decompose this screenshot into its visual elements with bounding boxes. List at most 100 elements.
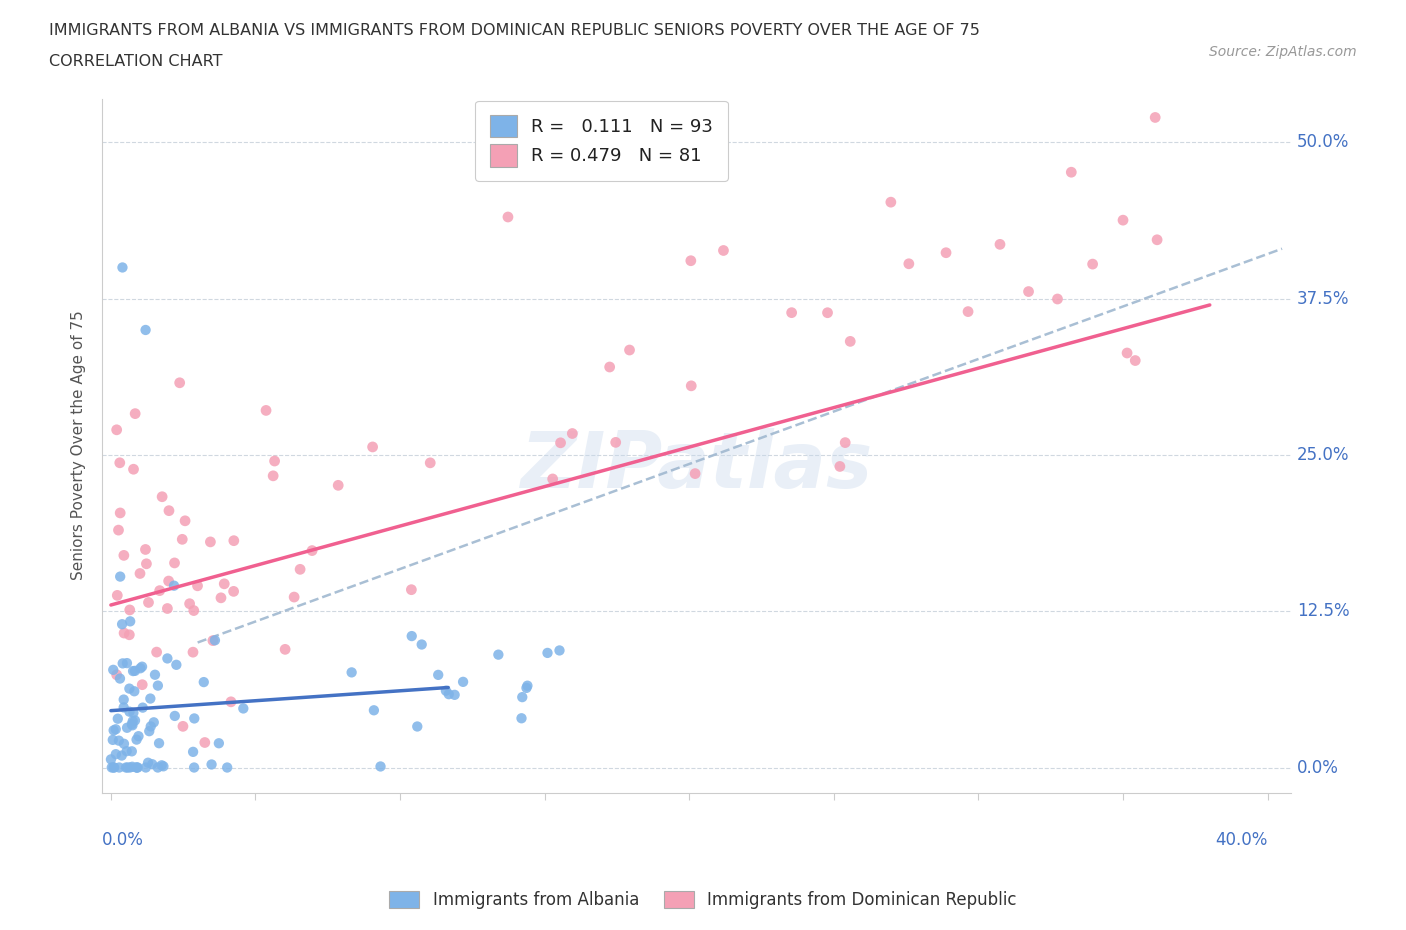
Point	[186, 578, 208, 593]
Point	[131, 677, 153, 692]
Point	[363, 703, 385, 718]
Point	[125, 760, 148, 775]
Point	[118, 704, 141, 719]
Point	[897, 257, 920, 272]
Point	[139, 691, 162, 706]
Point	[103, 760, 125, 775]
Point	[145, 644, 167, 659]
Point	[127, 760, 149, 775]
Point	[183, 604, 205, 618]
Point	[183, 760, 205, 775]
Point	[679, 253, 702, 268]
Point	[150, 758, 173, 773]
Point	[149, 583, 172, 598]
Point	[254, 403, 277, 418]
Point	[111, 656, 134, 671]
Point	[957, 304, 980, 319]
Point	[156, 651, 179, 666]
Point	[217, 760, 239, 775]
Point	[834, 435, 856, 450]
Point	[427, 668, 450, 683]
Text: CORRELATION CHART: CORRELATION CHART	[49, 54, 222, 69]
Point	[104, 722, 127, 737]
Point	[451, 674, 474, 689]
Point	[219, 695, 242, 710]
Point	[183, 711, 205, 726]
Point	[136, 755, 159, 770]
Point	[880, 194, 903, 209]
Point	[124, 684, 146, 698]
Point	[124, 406, 146, 421]
Point	[101, 733, 124, 748]
Point	[510, 711, 533, 725]
Point	[443, 687, 465, 702]
Point	[124, 713, 146, 728]
Point	[115, 744, 138, 759]
Text: 0.0%: 0.0%	[1296, 759, 1339, 777]
Point	[935, 246, 957, 260]
Point	[163, 555, 186, 570]
Point	[204, 632, 226, 647]
Point	[370, 759, 392, 774]
Point	[112, 692, 135, 707]
Point	[515, 681, 537, 696]
Point	[121, 717, 143, 732]
Point	[361, 440, 384, 455]
Point	[1060, 165, 1083, 179]
Text: 25.0%: 25.0%	[1296, 446, 1350, 464]
Point	[179, 596, 201, 611]
Point	[288, 562, 311, 577]
Point	[122, 705, 145, 720]
Point	[1018, 285, 1040, 299]
Text: IMMIGRANTS FROM ALBANIA VS IMMIGRANTS FROM DOMINICAN REPUBLIC SENIORS POVERTY OV: IMMIGRANTS FROM ALBANIA VS IMMIGRANTS FR…	[49, 23, 980, 38]
Point	[157, 503, 180, 518]
Point	[541, 472, 564, 486]
Point	[550, 435, 572, 450]
Legend: R =   0.111   N = 93, R = 0.479   N = 81: R = 0.111 N = 93, R = 0.479 N = 81	[475, 100, 727, 181]
Point	[274, 642, 297, 657]
Point	[125, 732, 148, 747]
Point	[108, 733, 131, 748]
Point	[437, 686, 460, 701]
Point	[174, 513, 197, 528]
Point	[681, 379, 703, 393]
Point	[232, 701, 254, 716]
Point	[340, 665, 363, 680]
Point	[121, 744, 143, 759]
Point	[839, 334, 862, 349]
Point	[172, 532, 194, 547]
Point	[1144, 110, 1167, 125]
Text: 0.0%: 0.0%	[103, 830, 143, 849]
Point	[111, 748, 134, 763]
Point	[1116, 346, 1139, 361]
Point	[132, 700, 155, 715]
Point	[107, 711, 129, 726]
Y-axis label: Seniors Poverty Over the Age of 75: Seniors Poverty Over the Age of 75	[72, 311, 86, 580]
Point	[328, 478, 350, 493]
Point	[200, 535, 222, 550]
Point	[121, 713, 143, 728]
Point	[411, 637, 433, 652]
Point	[486, 647, 509, 662]
Point	[139, 719, 162, 734]
Point	[121, 718, 143, 733]
Point	[118, 681, 141, 696]
Point	[100, 752, 122, 767]
Point	[262, 469, 284, 484]
Point	[222, 533, 245, 548]
Point	[419, 456, 441, 471]
Point	[124, 663, 146, 678]
Point	[105, 588, 128, 603]
Point	[103, 760, 125, 775]
Point	[141, 757, 163, 772]
Point	[115, 760, 138, 775]
Point	[561, 426, 583, 441]
Point	[129, 661, 152, 676]
Point	[111, 260, 134, 275]
Point	[127, 729, 149, 744]
Point	[181, 744, 204, 759]
Point	[828, 459, 851, 474]
Point	[118, 628, 141, 643]
Text: Source: ZipAtlas.com: Source: ZipAtlas.com	[1209, 45, 1357, 59]
Point	[103, 723, 125, 737]
